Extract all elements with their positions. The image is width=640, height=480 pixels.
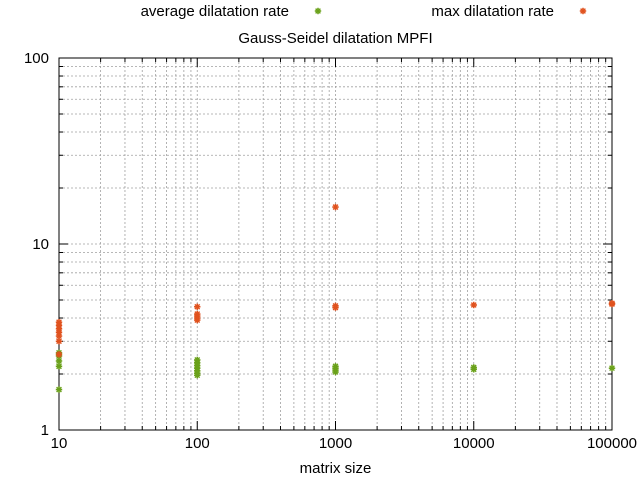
x-tick-label: 100: [185, 435, 210, 452]
chart-title: Gauss-Seidel dilatation MPFI: [238, 30, 432, 47]
legend-marker-average: [314, 7, 322, 15]
legend-item-max: max dilatation rate: [431, 3, 587, 20]
data-points: [55, 203, 616, 393]
legend-marker-star: [314, 7, 322, 15]
data-point: [470, 364, 477, 371]
grid: [59, 58, 612, 430]
data-point: [55, 351, 63, 358]
x-axis-tick-labels: 10 100 1000 10000 100000: [51, 435, 637, 452]
y-tick-label: 10: [32, 236, 49, 253]
x-tick-label: 10000: [453, 435, 495, 452]
y-tick-label: 100: [24, 50, 49, 67]
data-point: [55, 386, 63, 393]
legend-marker-max: [579, 7, 587, 15]
data-point: [608, 364, 616, 372]
y-axis-tick-labels: 1 10 100: [24, 50, 49, 439]
data-point: [55, 318, 63, 326]
series-0: [55, 349, 616, 393]
x-tick-label: 100000: [587, 435, 637, 452]
data-point: [470, 301, 477, 309]
data-point: [332, 363, 339, 370]
data-point: [194, 356, 201, 364]
data-point: [608, 300, 616, 307]
data-point: [332, 203, 339, 211]
x-tick-label: 1000: [319, 435, 352, 452]
x-axis-title: matrix size: [300, 460, 372, 477]
x-tick-label: 10: [51, 435, 68, 452]
y-tick-label: 1: [41, 422, 49, 439]
legend-item-average: average dilatation rate: [141, 3, 322, 20]
legend-label-max: max dilatation rate: [431, 3, 554, 20]
data-point: [194, 303, 201, 310]
data-point: [194, 310, 201, 318]
legend-label-average: average dilatation rate: [141, 3, 289, 20]
legend-marker-star: [579, 7, 587, 15]
legend: average dilatation rate max dilatation r…: [141, 3, 587, 20]
series-1: [55, 203, 616, 358]
axis-ticks: [58, 57, 613, 431]
data-point: [332, 302, 339, 310]
